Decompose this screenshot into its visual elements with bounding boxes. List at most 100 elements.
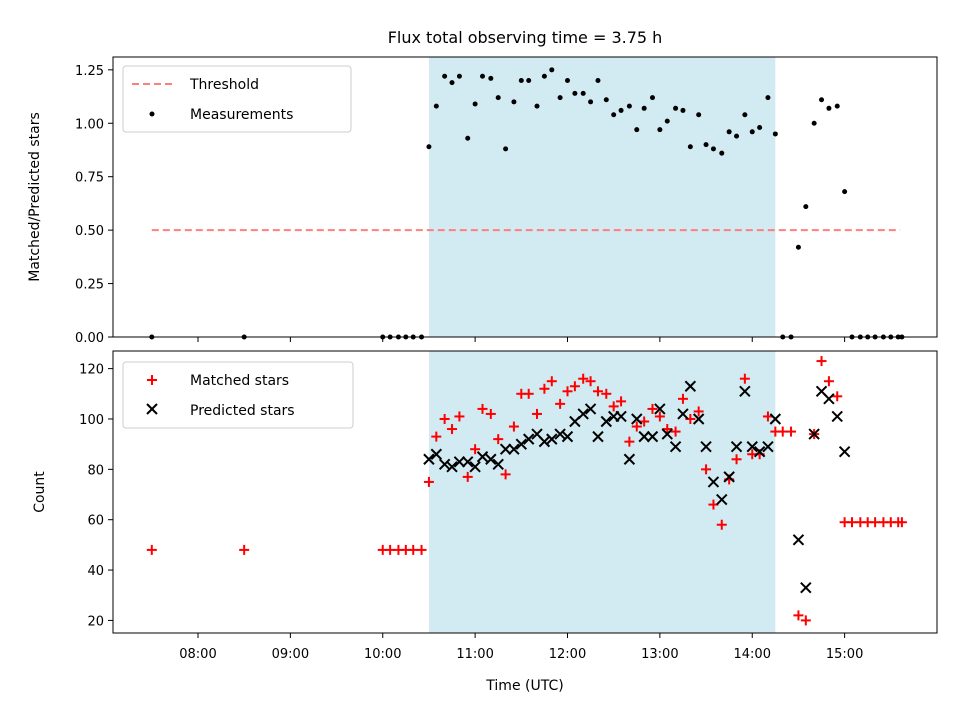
measurement-point bbox=[618, 107, 624, 113]
predicted-star-point bbox=[600, 415, 612, 428]
measurement-point bbox=[696, 112, 702, 118]
top-axes-frame bbox=[112, 56, 938, 338]
bottom-y-tick-label: 120 bbox=[79, 363, 104, 378]
predicted-star-point bbox=[515, 438, 528, 450]
top-legend-box bbox=[122, 65, 352, 133]
predicted-star-point bbox=[730, 440, 743, 453]
matched-star-point bbox=[555, 398, 566, 409]
measurement-point bbox=[465, 135, 471, 141]
predicted-star-point bbox=[623, 453, 636, 465]
predicted-star-point bbox=[723, 471, 735, 483]
measurement-point bbox=[449, 80, 455, 86]
predicted-star-point bbox=[800, 581, 812, 594]
top-plot-area bbox=[149, 57, 905, 340]
matched-star-point bbox=[508, 421, 519, 432]
measurement-point bbox=[595, 78, 601, 84]
measurement-point bbox=[472, 101, 478, 107]
matched-star-point bbox=[654, 411, 665, 422]
measurement-point bbox=[757, 125, 763, 131]
predicted-star-point bbox=[707, 476, 720, 488]
predicted-star-point bbox=[499, 443, 512, 455]
measurement-point bbox=[541, 73, 547, 79]
top-y-tick-label: 0.00 bbox=[75, 331, 104, 346]
predicted-star-point bbox=[546, 433, 558, 445]
top-y-tick-label: 0.75 bbox=[75, 171, 104, 186]
matched-star-point bbox=[146, 544, 157, 555]
measurement-point bbox=[765, 95, 771, 101]
predicted-star-point bbox=[631, 413, 643, 425]
measurement-point bbox=[534, 103, 540, 109]
top-y-tick-label: 1.25 bbox=[75, 64, 104, 79]
bottom-y-tick-label: 80 bbox=[87, 463, 104, 478]
measurement-point bbox=[834, 103, 840, 109]
matched-star-point bbox=[423, 476, 434, 487]
predicted-star-point bbox=[677, 408, 689, 420]
measurement-point bbox=[603, 97, 609, 103]
matched-star-point bbox=[578, 373, 589, 384]
top-x-ticks bbox=[197, 337, 846, 342]
bottom-y-axis-label: Count bbox=[32, 471, 48, 513]
predicted-star-point bbox=[469, 461, 481, 473]
measurement-point bbox=[580, 90, 586, 96]
matched-star-point bbox=[896, 517, 907, 528]
matched-star-point bbox=[608, 401, 619, 412]
bottom-x-axis: 08:00 09:00 10:00 11:00 12:00 13:00 14:00 15:00 bbox=[179, 633, 863, 662]
measurement-point bbox=[795, 244, 801, 250]
predicted-star-point bbox=[762, 440, 774, 453]
matched-star-point bbox=[624, 436, 635, 447]
matched-star-point bbox=[716, 519, 727, 530]
predicted-star-point bbox=[769, 413, 782, 425]
matched-star-point bbox=[562, 386, 573, 397]
predicted-star-point bbox=[669, 440, 682, 453]
predicted-star-point bbox=[561, 430, 574, 443]
matched-star-point bbox=[816, 356, 827, 367]
bottom-y-axis: 20 40 60 80 100 120 bbox=[79, 363, 113, 629]
top-y-tick-label: 0.25 bbox=[75, 278, 104, 293]
predicted-star-point bbox=[661, 428, 673, 440]
predicted-star-point bbox=[492, 458, 504, 471]
bottom-y-tick-label: 20 bbox=[87, 614, 104, 629]
predicted-star-point bbox=[522, 433, 535, 445]
predicted-star-point bbox=[700, 440, 712, 453]
predicted-star-point bbox=[577, 408, 589, 420]
predicted-star-point bbox=[584, 403, 597, 415]
matched-star-point bbox=[731, 454, 742, 465]
measurement-point bbox=[819, 97, 825, 103]
matched-star-point bbox=[532, 408, 543, 419]
measurement-point bbox=[488, 75, 494, 81]
measurement-point bbox=[657, 127, 663, 133]
top-y-tick-label: 0.50 bbox=[75, 224, 104, 239]
predicted-star-point bbox=[438, 458, 451, 471]
bottom-y-tick-label: 100 bbox=[79, 413, 104, 428]
matched-star-point bbox=[786, 426, 797, 437]
measurement-point bbox=[772, 131, 778, 137]
matched-star-point bbox=[793, 610, 804, 621]
x-tick-label: 11:00 bbox=[456, 647, 493, 662]
predicted-star-point bbox=[638, 430, 650, 443]
matched-star-point bbox=[470, 444, 481, 455]
top-observing-window bbox=[428, 57, 776, 337]
predicted-star-point bbox=[739, 385, 751, 397]
x-axis-label: Time (UTC) bbox=[485, 678, 563, 694]
predicted-star-point bbox=[716, 493, 728, 506]
bottom-plot-area bbox=[146, 351, 907, 633]
measurement-point bbox=[673, 105, 679, 111]
matched-star-point bbox=[670, 426, 681, 437]
x-tick-label: 08:00 bbox=[179, 647, 216, 662]
measurement-point bbox=[611, 112, 617, 118]
measurement-point bbox=[734, 133, 740, 139]
legend-predicted-label: Predicted stars bbox=[190, 403, 295, 419]
x-tick-label: 15:00 bbox=[826, 647, 863, 662]
legend-measurements-label: Measurements bbox=[190, 107, 293, 123]
matched-star-point bbox=[454, 411, 465, 422]
bottom-panel: 20 40 60 80 100 120 08:00 09:00 10:00 11:00 12:00… bbox=[32, 350, 938, 694]
measurement-point bbox=[456, 73, 462, 79]
measurement-point bbox=[572, 90, 578, 96]
legend-matched-label: Matched stars bbox=[190, 373, 289, 389]
x-tick-label: 10:00 bbox=[364, 647, 401, 662]
top-y-tick-label: 1.00 bbox=[75, 117, 104, 132]
matched-star-point bbox=[701, 464, 712, 475]
measurement-point bbox=[641, 105, 647, 111]
predicted-star-point bbox=[792, 534, 805, 546]
top-panel: 0.00 0.25 0.50 0.75 1.00 1.25 Matched/Predict… bbox=[27, 56, 938, 346]
